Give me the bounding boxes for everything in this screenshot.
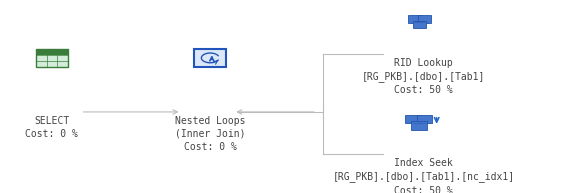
- FancyBboxPatch shape: [411, 121, 427, 130]
- Text: Index Seek
[RG_PKB].[dbo].[Tab1].[nc_idx1]
Cost: 50 %: Index Seek [RG_PKB].[dbo].[Tab1].[nc_idx…: [332, 158, 514, 193]
- Text: RID Lookup
[RG_PKB].[dbo].[Tab1]
Cost: 50 %: RID Lookup [RG_PKB].[dbo].[Tab1] Cost: 5…: [362, 58, 485, 95]
- FancyBboxPatch shape: [36, 49, 67, 55]
- FancyBboxPatch shape: [36, 49, 67, 67]
- FancyBboxPatch shape: [417, 115, 433, 123]
- FancyBboxPatch shape: [413, 20, 426, 28]
- FancyBboxPatch shape: [408, 15, 422, 23]
- Text: Nested Loops
(Inner Join)
Cost: 0 %: Nested Loops (Inner Join) Cost: 0 %: [175, 116, 245, 152]
- FancyBboxPatch shape: [418, 15, 431, 23]
- FancyBboxPatch shape: [406, 115, 421, 123]
- FancyBboxPatch shape: [194, 49, 226, 67]
- Text: SELECT
Cost: 0 %: SELECT Cost: 0 %: [25, 116, 78, 139]
